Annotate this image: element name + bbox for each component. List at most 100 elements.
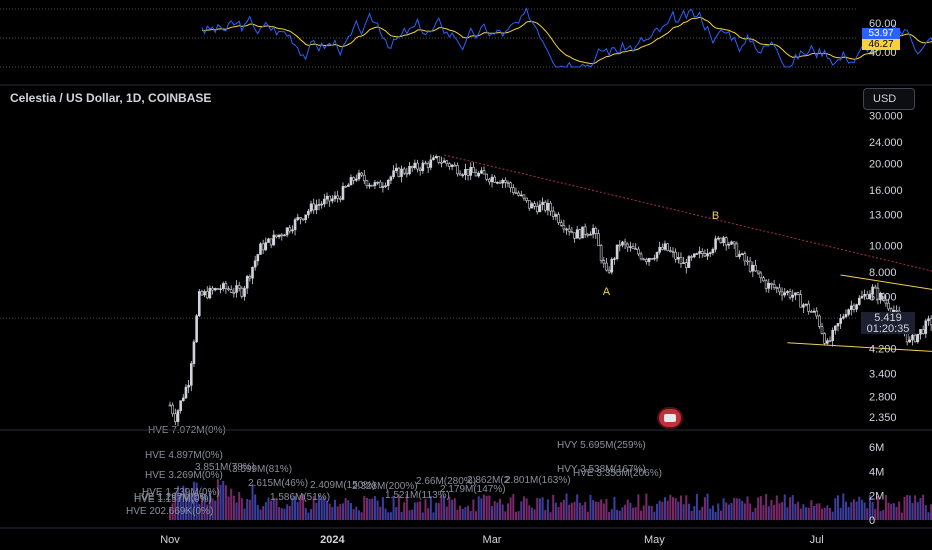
volume-bar (879, 511, 882, 520)
volume-bar (456, 509, 459, 520)
volume-bar (914, 495, 917, 520)
candle-body (341, 186, 345, 200)
candle-body (514, 192, 518, 194)
volume-bar (664, 497, 666, 520)
candle-body (402, 168, 406, 174)
volume-bar (903, 496, 906, 520)
price-tick-label: 20.000 (869, 159, 903, 171)
candle-body (716, 237, 720, 240)
candle-body (301, 218, 305, 221)
candle-body (504, 180, 507, 183)
candle-body (786, 291, 789, 294)
candle-body (818, 315, 821, 327)
candle-body (682, 262, 685, 264)
candle-body (724, 237, 728, 246)
volume-bar (347, 500, 350, 520)
volume-bar (421, 512, 424, 520)
candle-body (764, 280, 768, 289)
volume-bar (230, 488, 233, 520)
volume-bar (730, 502, 733, 520)
candle-body (224, 283, 228, 290)
candle-body (650, 258, 653, 260)
volume-bar (573, 502, 576, 520)
candle-body (927, 318, 930, 322)
volume-bar (312, 496, 315, 520)
volume-bar (435, 502, 438, 520)
volume-bar (437, 503, 440, 520)
volume-bar (706, 493, 709, 520)
candle-body (488, 178, 491, 183)
candle-body (184, 386, 188, 399)
candle-body (482, 170, 486, 175)
volume-bar (786, 507, 789, 520)
candle-body (264, 242, 268, 251)
candle-body (522, 194, 526, 199)
candle-body (589, 233, 592, 236)
volume-bar (275, 497, 278, 520)
price-pane[interactable]: ABC (0, 154, 932, 427)
volume-bar (863, 502, 866, 520)
candle-body (269, 238, 273, 246)
volume-bar (738, 498, 741, 520)
candle-body (621, 241, 624, 246)
candle-body (921, 329, 925, 334)
candle-body (168, 404, 172, 407)
volume-bar (562, 499, 565, 520)
candle-body (794, 292, 797, 296)
volume-bar (687, 503, 690, 520)
volume-bar (493, 501, 496, 520)
volume-bar (741, 500, 744, 520)
candle-body (474, 172, 478, 177)
candle-body (304, 214, 308, 220)
candle-body (796, 292, 800, 295)
currency-button[interactable]: USD (863, 88, 915, 110)
candle-body (370, 184, 374, 187)
candle-body (179, 400, 182, 411)
candle-body (293, 219, 297, 231)
candle-body (498, 181, 502, 184)
candle-body (354, 178, 358, 181)
us-flag-icon[interactable] (659, 409, 681, 427)
candle-body (642, 258, 646, 261)
candle-body (205, 291, 209, 299)
volume-bar (176, 485, 179, 520)
candle-body (296, 217, 300, 220)
candle-body (711, 248, 715, 254)
time-tick-label: Mar (483, 534, 502, 546)
candle-body (735, 243, 739, 257)
candle-body (655, 251, 659, 259)
volume-bar (589, 494, 592, 520)
volume-bar (690, 510, 693, 520)
candle-body (669, 250, 672, 252)
last-price: 5.419 (874, 312, 902, 324)
candle-body (261, 243, 265, 251)
volume-bar (839, 507, 842, 520)
volume-bar (866, 508, 869, 520)
candle-body (277, 234, 281, 238)
rsi-line (201, 6, 932, 68)
volume-bar (613, 496, 616, 520)
volume-bar (813, 505, 816, 520)
candle-body (378, 181, 382, 188)
volume-bar (288, 505, 291, 520)
volume-bar (661, 501, 664, 520)
candle-body (237, 285, 241, 289)
volume-bar (679, 495, 682, 520)
volume-bar (815, 503, 818, 520)
volume-bar (491, 506, 494, 520)
candle-body (424, 162, 427, 165)
candle-body (802, 304, 805, 308)
volume-bar (171, 503, 174, 520)
candle-body (453, 164, 457, 167)
volume-bar (203, 494, 206, 520)
price-tick-label: 16.000 (869, 185, 903, 197)
candle-body (647, 258, 651, 262)
volume-bar (373, 496, 376, 520)
candle-body (288, 227, 292, 232)
volume-bar (855, 501, 858, 520)
volume-bar (192, 481, 195, 520)
volume-bar (472, 499, 475, 520)
volume-bar (357, 510, 360, 520)
volume-bar (626, 499, 629, 520)
volume-bar (783, 494, 786, 520)
